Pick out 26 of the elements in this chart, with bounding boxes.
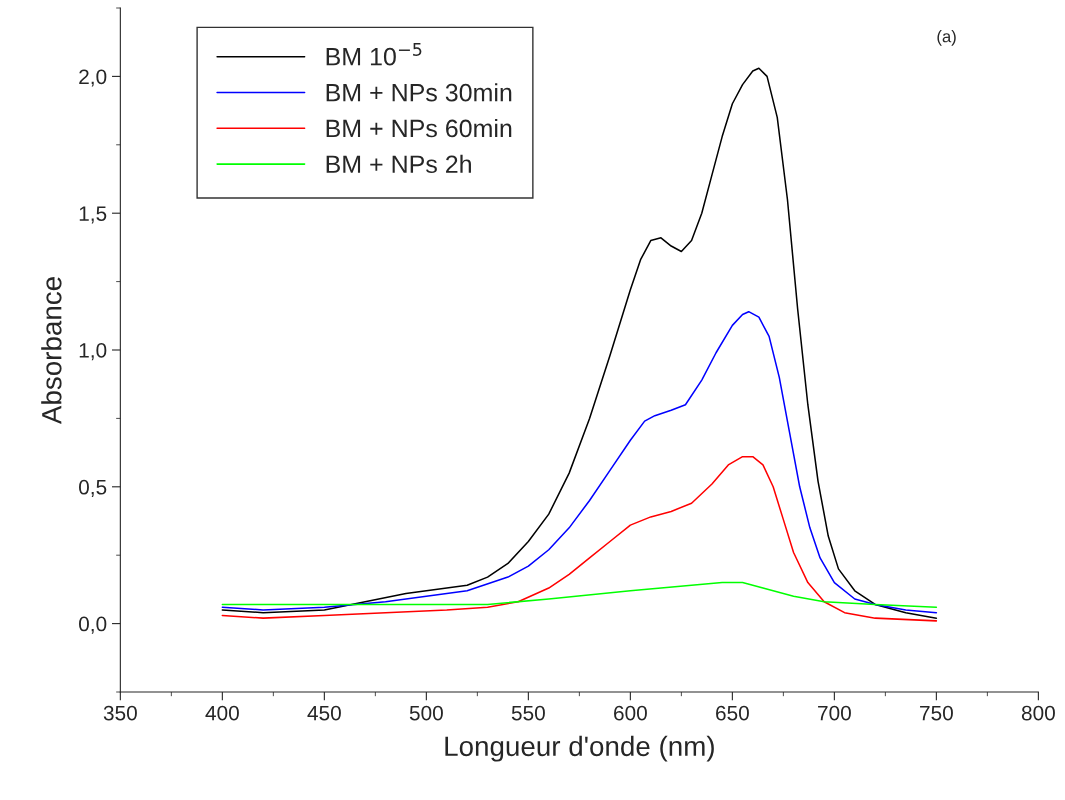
y-axis-title: Absorbance <box>41 277 62 425</box>
legend-label: BM + NPs 30min <box>326 83 512 102</box>
legend-label: BM + NPs 60min <box>326 118 512 138</box>
x-axis-title: Longueur d'onde (nm) <box>445 735 714 762</box>
legend-label: BM 10$^{−5}$ <box>326 42 422 66</box>
y-tick-label: 1,0 <box>79 343 107 361</box>
x-tick-label: 800 <box>1021 705 1055 721</box>
annotation: (a) <box>937 30 956 46</box>
x-tick-label: 700 <box>818 705 851 721</box>
x-tick-label: 500 <box>409 705 443 721</box>
x-tick-label: 750 <box>920 705 953 721</box>
line-series <box>221 310 938 614</box>
y-tick-label: 1,5 <box>79 206 107 224</box>
x-tick-label: 400 <box>205 705 239 721</box>
line-series <box>221 67 938 619</box>
y-tick-label: 2,0 <box>79 69 107 87</box>
x-tick-label: 650 <box>716 705 749 721</box>
x-tick-label: 450 <box>307 705 341 721</box>
x-tick-label: 350 <box>103 705 137 721</box>
x-tick-label: 600 <box>614 705 647 721</box>
x-tick-label: 550 <box>511 705 545 721</box>
y-tick-label: 0,5 <box>79 479 107 498</box>
line-series <box>221 455 938 622</box>
y-tick-label: 0,0 <box>79 616 107 634</box>
legend-label: BM + NPs 2h <box>326 154 471 174</box>
line-series <box>221 581 938 608</box>
